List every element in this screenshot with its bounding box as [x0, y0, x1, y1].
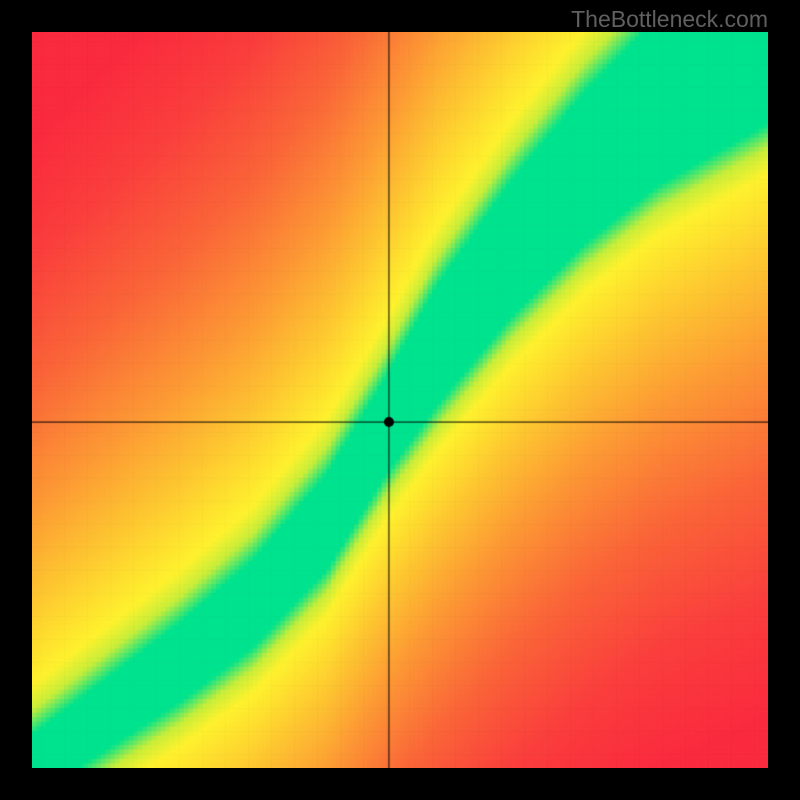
bottleneck-heatmap: [32, 32, 768, 768]
watermark-text: TheBottleneck.com: [571, 6, 768, 33]
